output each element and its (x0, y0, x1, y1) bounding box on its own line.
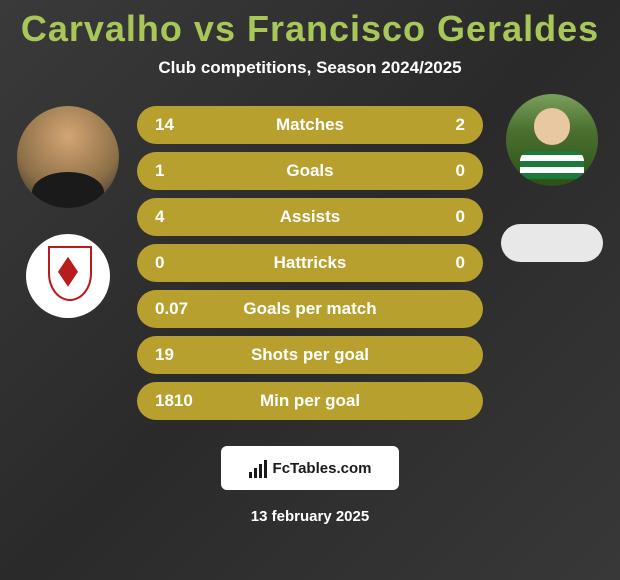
main-container: 14 Matches 2 1 Goals 0 4 Assists 0 0 Hat… (0, 106, 620, 420)
stat-right-value: 0 (415, 207, 465, 227)
stat-label: Hattricks (205, 253, 415, 273)
stat-label: Shots per goal (205, 345, 415, 365)
footer-brand-text: FcTables.com (273, 460, 372, 477)
stat-row-min-per-goal: 1810 Min per goal (137, 382, 483, 420)
stat-right-value: 2 (415, 115, 465, 135)
stat-left-value: 0.07 (155, 299, 205, 319)
stat-row-matches: 14 Matches 2 (137, 106, 483, 144)
stat-label: Min per goal (205, 391, 415, 411)
stat-row-goals: 1 Goals 0 (137, 152, 483, 190)
page-title: Carvalho vs Francisco Geraldes (0, 0, 620, 50)
subtitle: Club competitions, Season 2024/2025 (0, 58, 620, 78)
chart-icon (249, 458, 269, 478)
stat-row-assists: 4 Assists 0 (137, 198, 483, 236)
player-left-column (8, 106, 128, 318)
stat-left-value: 19 (155, 345, 205, 365)
player-right-column (492, 94, 612, 262)
player-left-avatar (17, 106, 119, 208)
stat-left-value: 1810 (155, 391, 205, 411)
club-badge-icon (43, 246, 93, 306)
stat-left-value: 0 (155, 253, 205, 273)
footer-brand-badge: FcTables.com (221, 446, 399, 490)
stat-row-shots-per-goal: 19 Shots per goal (137, 336, 483, 374)
player-right-club-placeholder (501, 224, 603, 262)
stat-label: Goals (205, 161, 415, 181)
stat-label: Matches (205, 115, 415, 135)
stat-row-hattricks: 0 Hattricks 0 (137, 244, 483, 282)
stat-left-value: 4 (155, 207, 205, 227)
stat-label: Goals per match (205, 299, 415, 319)
player-left-club-badge (26, 234, 110, 318)
stat-left-value: 1 (155, 161, 205, 181)
stats-container: 14 Matches 2 1 Goals 0 4 Assists 0 0 Hat… (137, 106, 483, 420)
stat-row-goals-per-match: 0.07 Goals per match (137, 290, 483, 328)
stat-right-value: 0 (415, 161, 465, 181)
stat-right-value: 0 (415, 253, 465, 273)
footer-date: 13 february 2025 (0, 508, 620, 525)
stat-left-value: 14 (155, 115, 205, 135)
player-right-avatar (506, 94, 598, 186)
stat-label: Assists (205, 207, 415, 227)
